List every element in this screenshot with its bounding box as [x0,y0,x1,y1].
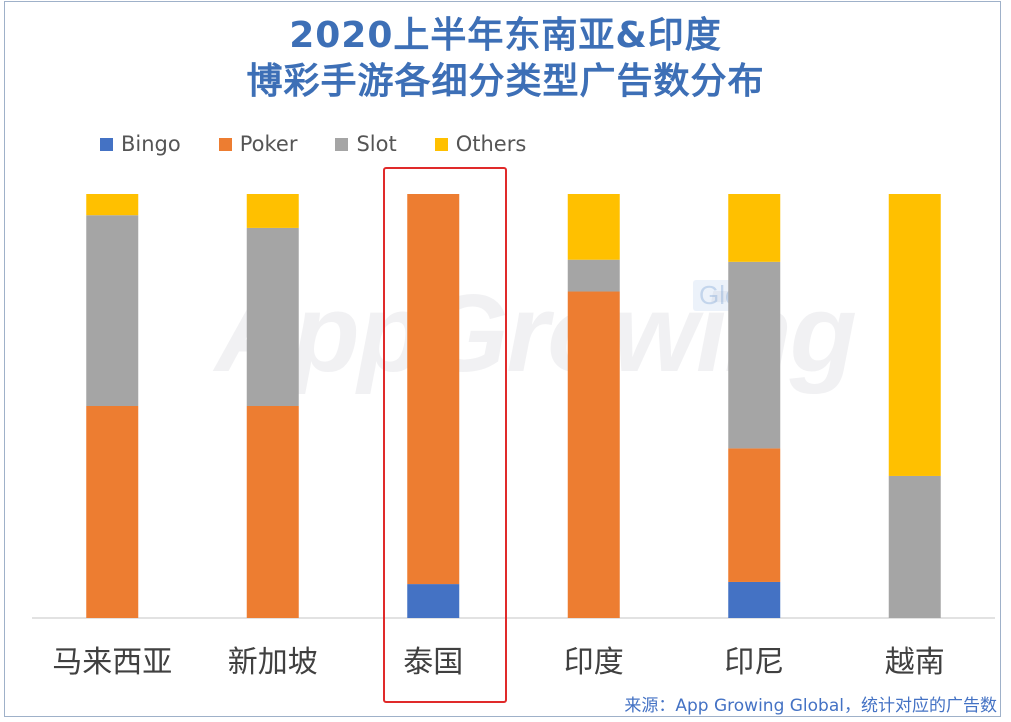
category-label-2: 泰国 [403,645,463,680]
category-label-4: 印尼 [724,645,784,680]
legend-item-poker: Poker [218,132,298,156]
bar-segment-poker-3 [567,291,620,618]
bar-segment-slot-3 [567,259,620,292]
category-label-3: 印度 [564,645,624,680]
legend-label-slot: Slot [356,132,397,156]
bar-segment-others-3 [567,194,620,260]
category-label-5: 越南 [885,645,945,680]
chart-title-line-1: 2020上半年东南亚&印度 [289,15,722,56]
bar-segment-bingo-4 [728,581,781,618]
bar-segment-bingo-2 [407,584,460,618]
bar-segment-slot-1 [246,227,299,406]
legend-item-bingo: Bingo [100,132,181,156]
legend-label-poker: Poker [239,132,298,156]
bar-segment-slot-0 [86,215,139,406]
legend-label-others: Others [455,132,527,156]
chart-title-line-2: 博彩手游各细分类型广告数分布 [246,61,765,102]
bar-segment-others-0 [86,194,139,216]
bar-segment-poker-4 [728,448,781,582]
chart-legend: Bingo Poker Slot Others [100,132,526,156]
legend-swatch-bingo [100,137,113,151]
category-label-1: 新加坡 [228,645,318,680]
bar-segment-slot-5 [888,475,941,618]
highlight-box-thailand [383,167,507,703]
bar-segment-poker-2 [407,194,460,585]
legend-swatch-slot [335,137,349,151]
bar-segment-others-1 [246,194,299,228]
bar-segment-others-5 [888,194,941,476]
source-note: 来源：App Growing Global，统计对应的广告数 [624,696,997,716]
category-label-0: 马来西亚 [52,645,172,680]
legend-label-bingo: Bingo [121,132,181,156]
legend-item-others: Others [434,132,527,156]
legend-swatch-others [434,137,448,151]
legend-swatch-poker [218,137,232,151]
bar-segment-others-4 [728,194,781,262]
bar-segment-poker-1 [246,406,299,618]
legend-item-slot: Slot [335,132,397,156]
bar-segment-poker-0 [86,406,139,618]
bar-segment-slot-4 [728,261,781,449]
chart-frame [4,1,1001,717]
